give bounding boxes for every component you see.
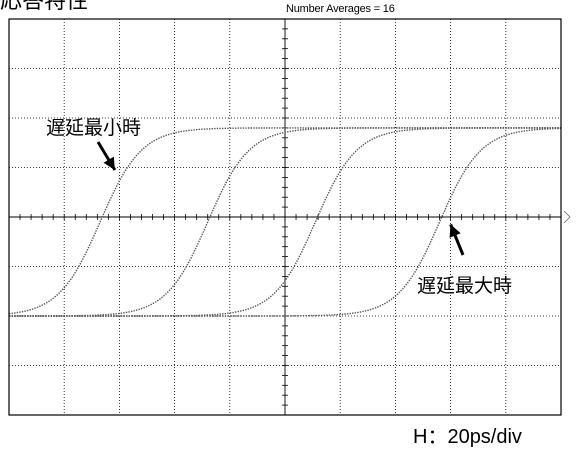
trace-4 xyxy=(9,127,562,317)
center-axes xyxy=(9,19,571,415)
plot-frame xyxy=(8,18,562,416)
annotation-arrow-head xyxy=(103,156,115,170)
chart-title: 応答特性 xyxy=(0,0,89,14)
number-averages-label: Number Averages = 16 xyxy=(286,3,395,15)
annotation-max-delay: 遅延最大時 xyxy=(417,275,512,297)
annotation-min-delay: 遅延最小時 xyxy=(46,117,141,139)
horizontal-scale-label: H：20ps/div xyxy=(413,426,522,448)
annotation-arrow-head xyxy=(449,224,461,238)
ground-marker xyxy=(563,210,571,224)
annotation-group: 遅延最小時 遅延最大時 xyxy=(46,117,512,297)
trace-group xyxy=(8,127,562,317)
